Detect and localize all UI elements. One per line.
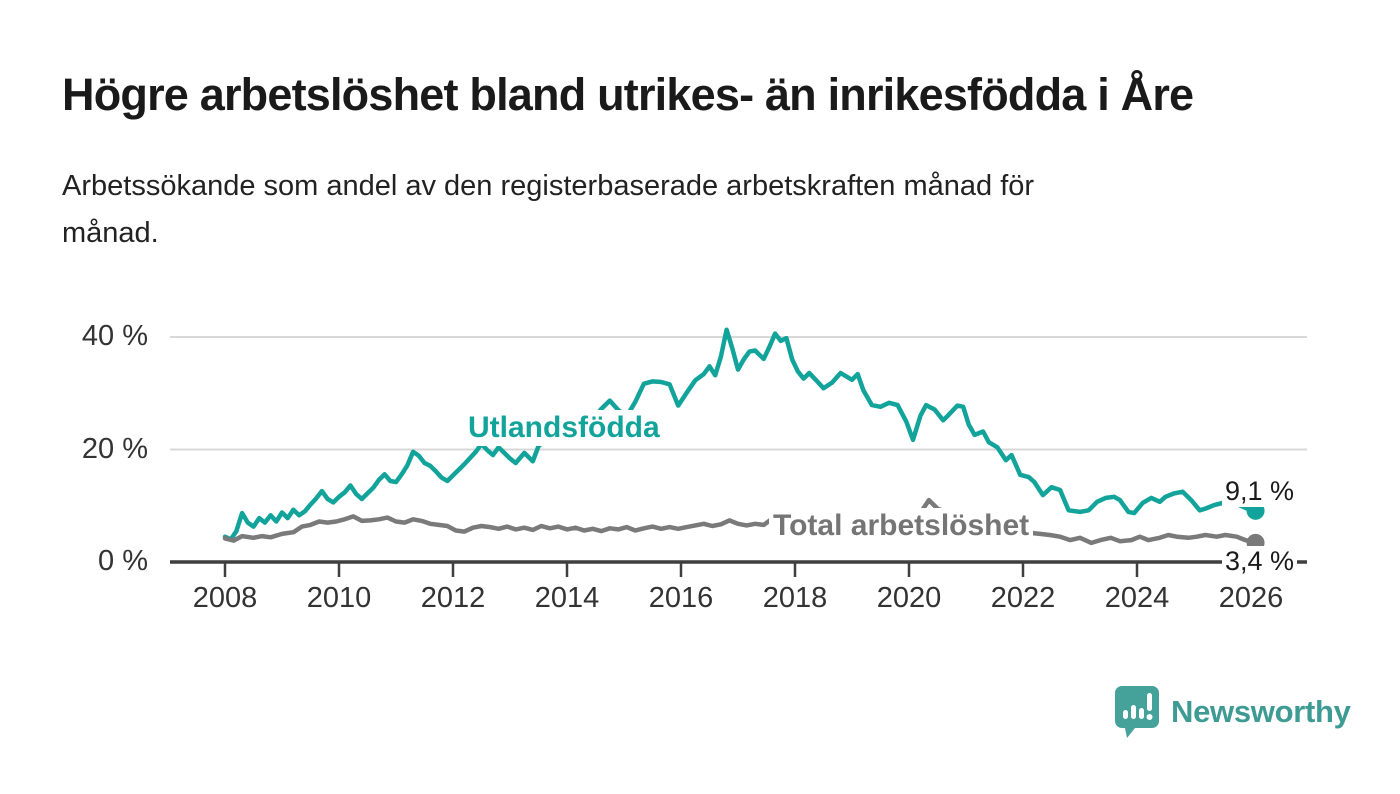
x-tick-label: 2020: [876, 582, 942, 614]
x-tick-label: 2010: [306, 582, 372, 614]
x-tick-label: 2026: [1218, 582, 1284, 614]
subtitle-line-2: månad.: [62, 216, 159, 249]
newsworthy-brand: Newsworthy: [1113, 684, 1351, 740]
series-label-utlandsfodda: Utlandsfödda: [464, 410, 664, 446]
series-line-0: [222, 327, 1258, 542]
x-tick-label: 2024: [1104, 582, 1170, 614]
page-title: Högre arbetslöshet bland utrikes- än inr…: [62, 69, 1194, 120]
y-tick-label: 20 %: [81, 432, 148, 465]
x-tick-label: 2018: [762, 582, 828, 614]
y-tick-label: 40 %: [81, 320, 148, 352]
series-line-1: [222, 497, 1258, 546]
chart-subtitle: Arbetssökande som andel av den registerb…: [62, 163, 1282, 257]
end-value-label-utlandsfodda: 9,1 %: [1222, 476, 1298, 507]
y-tick-label: 0 %: [98, 545, 148, 577]
x-tick-label: 2022: [990, 582, 1056, 614]
x-tick-label: 2016: [648, 582, 714, 614]
subtitle-line-1: Arbetssökande som andel av den registerb…: [62, 170, 1035, 202]
x-tick-label: 2008: [192, 582, 258, 614]
newsworthy-wordmark: Newsworthy: [1171, 694, 1351, 729]
end-value-label-total: 3,4 %: [1222, 546, 1298, 577]
x-tick-label: 2012: [420, 582, 486, 614]
x-tick-label: 2014: [534, 582, 600, 614]
newsworthy-logo-icon: [1115, 686, 1159, 738]
series-label-total-arbetsloshet: Total arbetslöshet: [769, 508, 1034, 544]
